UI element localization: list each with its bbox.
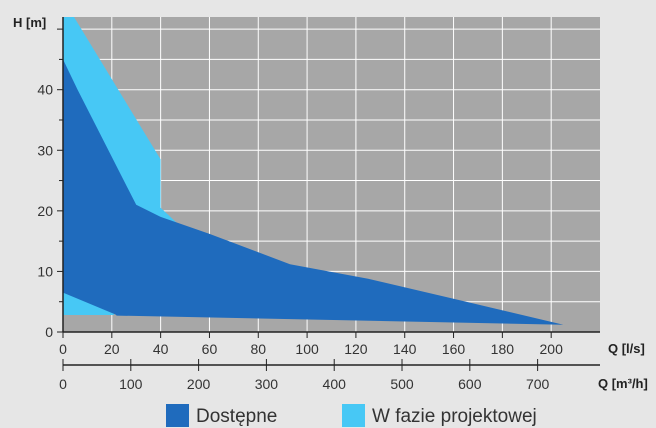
x-tick-label: 100	[295, 341, 319, 357]
x-tick-label: 160	[442, 341, 466, 357]
secondary-x-tick-label: 700	[526, 376, 550, 392]
secondary-x-tick-label: 300	[255, 376, 279, 392]
legend-label-in-design: W fazie projektowej	[372, 406, 537, 427]
y-axis-title: H [m]	[13, 15, 46, 30]
secondary-x-tick-label: 100	[119, 376, 143, 392]
x-tick-label: 20	[104, 341, 120, 357]
secondary-x-ticks: 0 100 200 300 400 500 600 700	[59, 359, 550, 392]
y-tick-label: 20	[37, 203, 53, 219]
axes	[62, 17, 600, 366]
secondary-x-tick-label: 600	[458, 376, 482, 392]
y-tick-label: 0	[45, 324, 53, 340]
secondary-x-tick-label: 500	[390, 376, 414, 392]
x-ticks: 0 20 40 60 80 100 120 140 160 180 200	[59, 332, 563, 357]
series-area-available	[63, 59, 564, 325]
secondary-x-tick-label: 400	[323, 376, 347, 392]
x-tick-label: 60	[202, 341, 218, 357]
secondary-x-tick-label: 200	[187, 376, 211, 392]
x-tick-label: 40	[153, 341, 169, 357]
y-tick-label: 30	[37, 142, 53, 158]
series-areas	[63, 17, 564, 325]
legend-swatch-in-design	[342, 404, 365, 427]
x-tick-label: 80	[250, 341, 266, 357]
x-tick-label: 0	[59, 341, 67, 357]
legend-swatch-available	[166, 404, 189, 427]
grid-lines	[62, 17, 600, 332]
y-ticks: 0 10 20 30 40	[37, 28, 63, 340]
x-axis-title: Q [l/s]	[608, 341, 645, 356]
x-tick-label: 120	[344, 341, 368, 357]
x-tick-label: 200	[540, 341, 564, 357]
legend-label-available: Dostępne	[196, 406, 277, 427]
secondary-x-axis-title: Q [m³/h]	[598, 376, 648, 391]
x-tick-label: 140	[393, 341, 417, 357]
y-tick-label: 10	[37, 263, 53, 279]
y-tick-label: 40	[37, 82, 53, 98]
x-tick-label: 180	[491, 341, 515, 357]
secondary-x-tick-label: 0	[59, 376, 67, 392]
